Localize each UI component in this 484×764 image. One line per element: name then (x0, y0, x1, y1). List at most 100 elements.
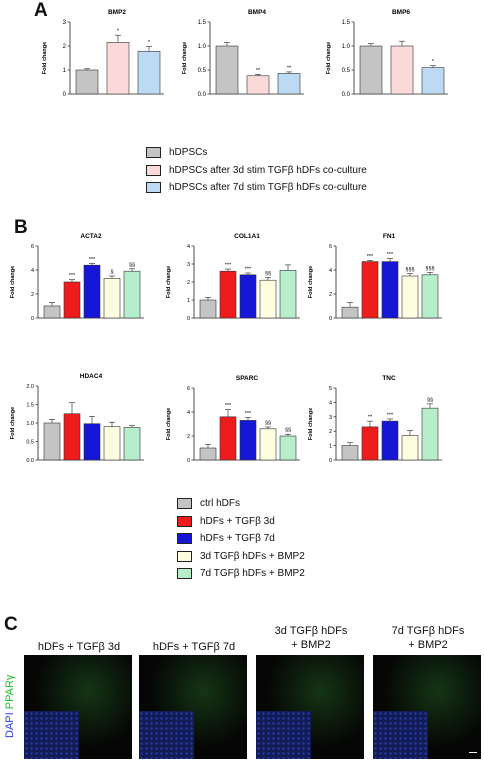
bar (246, 75, 270, 95)
ppar-label: PPARγ (4, 674, 16, 710)
legend-item: ctrl hDFs (177, 495, 305, 513)
legend-item: hDPSCs after 7d stim TGFβ hDFs co-cultur… (146, 179, 367, 197)
legend-label: 3d TGFβ hDFs + BMP2 (200, 550, 305, 562)
dapi-label: DAPI (4, 712, 16, 738)
bar (123, 270, 141, 319)
bar (63, 413, 81, 461)
significance-label: §§ (265, 421, 271, 427)
bar (83, 423, 101, 461)
chart-title: SPARC (236, 375, 259, 382)
significance-label: ** (256, 68, 261, 74)
legend-item: 7d TGFβ hDFs + BMP2 (177, 565, 305, 583)
bar (259, 279, 277, 319)
micrograph-image (139, 655, 247, 759)
y-tick-label: 0.0 (342, 92, 351, 98)
bar (421, 67, 445, 95)
y-tick-label: 2 (187, 280, 190, 286)
legend-item: hDFs + TGFβ 7d (177, 530, 305, 548)
y-tick-label: 1 (187, 298, 190, 304)
legend-swatch (146, 182, 161, 194)
y-axis-label: Fold change (166, 266, 172, 298)
bar (83, 264, 101, 319)
y-tick-label: 0 (187, 316, 190, 322)
significance-label: *** (89, 257, 96, 263)
significance-label: *** (387, 252, 394, 258)
y-axis-label: Fold change (10, 407, 16, 439)
y-tick-label: 2 (329, 429, 332, 435)
chart-title: BMP2 (108, 9, 126, 16)
legend-label: hDFs + TGFβ 7d (200, 533, 275, 545)
chart-title: TNC (382, 375, 396, 382)
bar (341, 306, 359, 319)
y-axis-label: Fold change (326, 42, 332, 74)
y-tick-label: 0 (187, 458, 190, 464)
legend-panel-a: hDPSCs hDPSCs after 3d stim TGFβ hDFs co-… (146, 144, 367, 197)
y-tick-label: 1.0 (342, 44, 351, 50)
legend-swatch (177, 533, 192, 545)
significance-label: *** (225, 403, 232, 409)
dapi-inset (256, 711, 311, 759)
bar (239, 274, 257, 319)
bar (75, 69, 99, 95)
micrograph-title: hDFs + TGFβ 7d (152, 641, 236, 653)
y-tick-label: 4 (187, 410, 190, 416)
significance-label: *** (245, 411, 252, 417)
y-tick-label: 1.5 (26, 403, 34, 409)
panel-label-a: A (34, 0, 48, 21)
y-tick-label: 0 (329, 458, 332, 464)
bar (421, 274, 439, 319)
legend-label: hDFs + TGFβ 3d (200, 515, 275, 527)
significance-label: *** (387, 412, 394, 418)
legend-label: hDPSCs (169, 147, 208, 159)
bar (103, 278, 121, 319)
legend-swatch (177, 568, 192, 580)
bar (401, 435, 419, 461)
y-axis-label: Fold change (42, 42, 48, 74)
bar (361, 426, 379, 461)
significance-label: *** (367, 254, 374, 260)
dapi-inset (373, 711, 428, 759)
panel-label-b: B (14, 217, 28, 238)
chart-title: FN1 (383, 233, 396, 240)
y-tick-label: 2 (31, 292, 34, 298)
y-tick-label: 4 (187, 244, 190, 250)
legend-item: hDPSCs after 3d stim TGFβ hDFs co-cultur… (146, 162, 367, 180)
y-tick-label: 4 (329, 400, 332, 406)
bar (279, 435, 297, 461)
legend-swatch (177, 515, 192, 527)
dapi-inset (24, 711, 79, 759)
y-tick-label: 2 (187, 434, 190, 440)
bar (341, 445, 359, 461)
bar (103, 426, 121, 461)
bar (43, 305, 61, 319)
legend-item: hDFs + TGFβ 3d (177, 513, 305, 531)
y-tick-label: 1.5 (342, 20, 351, 26)
micrograph-title: 7d TGFβ hDFs + BMP2 (391, 625, 465, 651)
chart-title: BMP4 (248, 9, 266, 16)
y-tick-label: 5 (329, 386, 332, 392)
y-tick-label: 1.0 (26, 421, 34, 427)
y-tick-label: 6 (187, 386, 190, 392)
micrograph-image (256, 655, 364, 759)
micrograph-title: hDFs + TGFβ 3d (37, 641, 121, 653)
bar (219, 416, 237, 461)
y-tick-label: 2 (329, 292, 332, 298)
chart-title: HDAC4 (80, 373, 103, 380)
y-tick-label: 6 (329, 244, 332, 250)
y-tick-label: 0.0 (26, 458, 34, 464)
y-tick-label: 3 (329, 415, 332, 421)
y-axis-label: Fold change (182, 42, 188, 74)
legend-swatch (146, 147, 161, 159)
bar (106, 42, 130, 95)
significance-label: *** (245, 267, 252, 273)
bar (199, 299, 217, 319)
y-tick-label: 4 (329, 268, 332, 274)
significance-label: §§§ (405, 267, 414, 273)
y-tick-label: 0 (63, 92, 67, 98)
legend-label: hDPSCs after 3d stim TGFβ hDFs co-cultur… (169, 164, 367, 176)
bar (359, 45, 383, 95)
micrograph-image (24, 655, 132, 759)
significance-label: §§ (427, 397, 433, 403)
significance-label: ** (368, 415, 373, 421)
